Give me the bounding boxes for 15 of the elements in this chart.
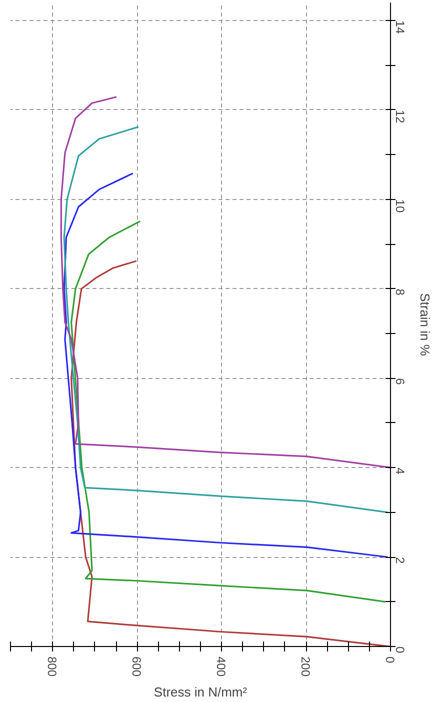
y-axis-title: Strain in % — [418, 293, 432, 356]
x-tick-label: 400 — [214, 656, 228, 677]
y-tick-label: 10 — [393, 199, 407, 213]
y-tick-label: 0 — [393, 646, 407, 654]
x-axis-title: Stress in N/mm² — [154, 684, 248, 700]
y-tick-label: 8 — [393, 288, 407, 296]
y-tick-label: 14 — [393, 20, 407, 34]
x-tick-label: 600 — [130, 656, 144, 677]
y-tick-label: 12 — [393, 110, 407, 124]
y-tick-label: 2 — [393, 557, 407, 564]
x-tick-label: 0 — [383, 656, 397, 664]
y-tick-label: 6 — [393, 378, 407, 386]
x-tick-label: 800 — [45, 656, 60, 677]
y-tick-label: 4 — [393, 468, 407, 475]
x-tick-label: 200 — [298, 656, 313, 677]
